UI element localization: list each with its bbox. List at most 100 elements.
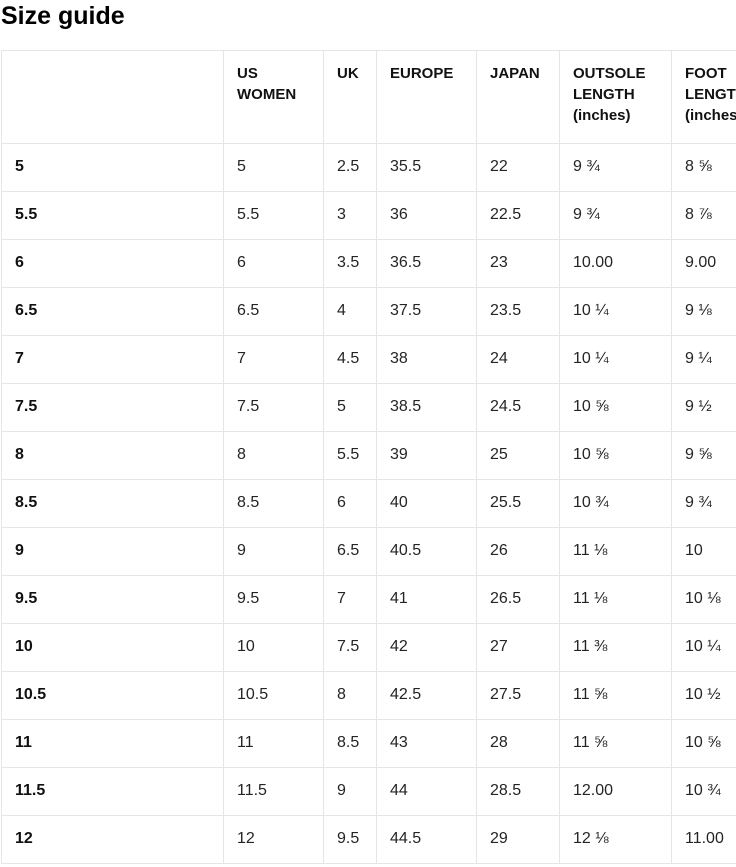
cell-size-label: 7.5: [1, 382, 224, 432]
table-row: 9 9 6.5 40.5 26 11 ⅛ 10: [1, 526, 736, 576]
cell-europe: 42.5: [376, 670, 477, 720]
cell-uk: 4.5: [323, 334, 377, 384]
cell-foot-length: 9.00: [671, 238, 736, 288]
table-row: 11.5 11.5 9 44 28.5 12.00 10 ¾: [1, 766, 736, 816]
cell-foot-length: 10 ¾: [671, 766, 736, 816]
cell-us-women: 9: [223, 526, 324, 576]
cell-size-label: 9.5: [1, 574, 224, 624]
cell-us-women: 5: [223, 142, 324, 192]
cell-outsole-length: 11 ⅛: [559, 526, 672, 576]
cell-size-label: 5: [1, 142, 224, 192]
cell-outsole-length: 11 ⅝: [559, 670, 672, 720]
cell-us-women: 8: [223, 430, 324, 480]
cell-japan: 22: [476, 142, 560, 192]
cell-europe: 44: [376, 766, 477, 816]
cell-europe: 38.5: [376, 382, 477, 432]
cell-europe: 41: [376, 574, 477, 624]
cell-us-women: 5.5: [223, 190, 324, 240]
cell-outsole-length: 11 ⅝: [559, 718, 672, 768]
cell-japan: 27: [476, 622, 560, 672]
cell-europe: 43: [376, 718, 477, 768]
cell-uk: 8: [323, 670, 377, 720]
cell-size-label: 8.5: [1, 478, 224, 528]
cell-japan: 25: [476, 430, 560, 480]
table-row: 10 10 7.5 42 27 11 ⅜ 10 ¼: [1, 622, 736, 672]
cell-foot-length: 9 ⅛: [671, 286, 736, 336]
cell-japan: 29: [476, 814, 560, 864]
cell-us-women: 10: [223, 622, 324, 672]
cell-japan: 25.5: [476, 478, 560, 528]
cell-size-label: 5.5: [1, 190, 224, 240]
cell-foot-length: 8 ⅞: [671, 190, 736, 240]
cell-uk: 8.5: [323, 718, 377, 768]
cell-foot-length: 10 ⅝: [671, 718, 736, 768]
cell-us-women: 6: [223, 238, 324, 288]
cell-foot-length: 10 ¼: [671, 622, 736, 672]
cell-foot-length: 10: [671, 526, 736, 576]
cell-us-women: 7: [223, 334, 324, 384]
cell-uk: 5: [323, 382, 377, 432]
cell-outsole-length: 11 ⅜: [559, 622, 672, 672]
cell-us-women: 11.5: [223, 766, 324, 816]
cell-uk: 4: [323, 286, 377, 336]
cell-japan: 26: [476, 526, 560, 576]
cell-europe: 35.5: [376, 142, 477, 192]
cell-europe: 42: [376, 622, 477, 672]
cell-europe: 36: [376, 190, 477, 240]
cell-us-women: 7.5: [223, 382, 324, 432]
cell-europe: 40: [376, 478, 477, 528]
cell-outsole-length: 12.00: [559, 766, 672, 816]
cell-size-label: 7: [1, 334, 224, 384]
cell-japan: 22.5: [476, 190, 560, 240]
cell-foot-length: 9 ¼: [671, 334, 736, 384]
cell-europe: 38: [376, 334, 477, 384]
cell-us-women: 12: [223, 814, 324, 864]
column-header-foot-length: FOOT LENGTH (inches): [671, 49, 736, 144]
table-row: 11 11 8.5 43 28 11 ⅝ 10 ⅝: [1, 718, 736, 768]
cell-outsole-length: 10 ⅝: [559, 430, 672, 480]
cell-foot-length: 10 ½: [671, 670, 736, 720]
column-header-outsole-length: OUTSOLE LENGTH (inches): [559, 49, 672, 144]
cell-japan: 28.5: [476, 766, 560, 816]
column-header-blank: [1, 49, 224, 144]
cell-japan: 28: [476, 718, 560, 768]
cell-foot-length: 11.00: [671, 814, 736, 864]
cell-uk: 5.5: [323, 430, 377, 480]
cell-us-women: 10.5: [223, 670, 324, 720]
cell-foot-length: 9 ⅝: [671, 430, 736, 480]
column-header-europe: EUROPE: [376, 49, 477, 144]
cell-outsole-length: 9 ¾: [559, 190, 672, 240]
cell-uk: 2.5: [323, 142, 377, 192]
cell-outsole-length: 12 ⅛: [559, 814, 672, 864]
cell-japan: 24.5: [476, 382, 560, 432]
cell-outsole-length: 10 ¼: [559, 334, 672, 384]
cell-uk: 7.5: [323, 622, 377, 672]
cell-us-women: 9.5: [223, 574, 324, 624]
cell-outsole-length: 10 ¼: [559, 286, 672, 336]
cell-size-label: 9: [1, 526, 224, 576]
cell-japan: 23.5: [476, 286, 560, 336]
column-header-us-women: US WOMEN: [223, 49, 324, 144]
cell-uk: 3: [323, 190, 377, 240]
cell-size-label: 10: [1, 622, 224, 672]
cell-foot-length: 10 ⅛: [671, 574, 736, 624]
cell-europe: 40.5: [376, 526, 477, 576]
cell-europe: 36.5: [376, 238, 477, 288]
cell-japan: 26.5: [476, 574, 560, 624]
cell-europe: 39: [376, 430, 477, 480]
cell-japan: 24: [476, 334, 560, 384]
cell-foot-length: 8 ⅝: [671, 142, 736, 192]
cell-uk: 3.5: [323, 238, 377, 288]
table-row: 6 6 3.5 36.5 23 10.00 9.00: [1, 238, 736, 288]
cell-size-label: 10.5: [1, 670, 224, 720]
cell-uk: 6.5: [323, 526, 377, 576]
cell-foot-length: 9 ½: [671, 382, 736, 432]
cell-outsole-length: 10.00: [559, 238, 672, 288]
cell-japan: 23: [476, 238, 560, 288]
cell-outsole-length: 11 ⅛: [559, 574, 672, 624]
